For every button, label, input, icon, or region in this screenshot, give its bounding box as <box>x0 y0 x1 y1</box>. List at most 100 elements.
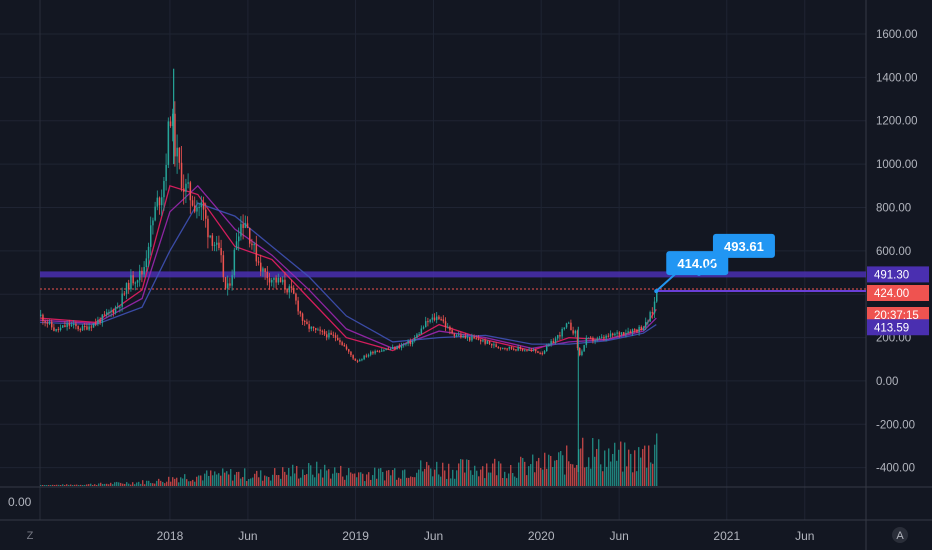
y-tick-label: 800.00 <box>876 202 911 214</box>
price-callout[interactable]: 493.61 <box>696 233 775 276</box>
volume-bar <box>534 472 536 486</box>
volume-bar <box>174 478 176 486</box>
volume-bar <box>256 470 258 486</box>
candle-body <box>568 322 570 324</box>
candle-body <box>583 345 585 352</box>
volume-bar <box>262 480 264 486</box>
candle-body <box>572 330 574 334</box>
volume-bar <box>176 477 178 486</box>
volume-bar <box>540 467 542 486</box>
candle-body <box>440 319 442 321</box>
candle-body <box>444 321 447 327</box>
volume-bar <box>514 476 516 486</box>
volume-bar <box>42 485 44 486</box>
candle-body <box>462 335 464 338</box>
candle-body <box>526 350 528 352</box>
candle-body <box>561 328 563 337</box>
candle-body <box>264 268 266 272</box>
volume-bar <box>132 482 134 486</box>
volume-bar <box>548 454 550 486</box>
volume-bar <box>472 474 474 486</box>
candle-body <box>332 334 335 336</box>
candle-body <box>616 332 618 334</box>
candle-body <box>438 316 440 320</box>
y-tick-label: -200.00 <box>876 419 915 431</box>
time-axis[interactable]: 2018 Jun 2019 Jun 2020 Jun 2021 Jun <box>157 529 815 543</box>
volume-bar <box>44 485 46 486</box>
volume-bar <box>380 468 382 486</box>
candle-body <box>396 345 398 350</box>
volume-bar <box>580 448 582 486</box>
candle-body <box>92 323 95 328</box>
candle-body <box>365 355 368 357</box>
volume-bar <box>266 476 268 486</box>
volume-bar <box>562 455 564 486</box>
volume-bar <box>172 477 174 486</box>
price-callout[interactable]: 414.06 <box>654 251 729 294</box>
volume-bar <box>528 466 530 486</box>
volume-bar <box>94 484 96 486</box>
volume-bar <box>350 472 352 486</box>
callout-label: 493.61 <box>724 239 764 254</box>
volume-bar <box>210 470 212 486</box>
volume-bar <box>628 449 630 486</box>
candle-body <box>233 249 236 276</box>
volume-bar <box>600 464 602 486</box>
volume-bar <box>300 477 302 486</box>
last-price-tag-bg <box>867 284 929 301</box>
volume-bar <box>250 478 252 486</box>
candle-body <box>169 121 172 127</box>
candle-body <box>383 350 385 352</box>
candle-body <box>403 344 405 346</box>
volume-bar <box>616 460 618 486</box>
candle-body <box>62 325 64 328</box>
candle-body <box>464 335 467 339</box>
volume-bar <box>144 484 146 486</box>
candle-body <box>623 332 625 335</box>
volume-bar <box>586 466 588 486</box>
auto-scale-button[interactable]: A <box>896 530 904 542</box>
volume-bar <box>226 471 228 486</box>
candle-body <box>304 320 306 322</box>
candle-body <box>257 261 260 263</box>
candle-body <box>253 243 255 246</box>
volume-bar <box>244 468 246 486</box>
volume-bar <box>434 469 436 486</box>
x-tick-label: 2020 <box>528 529 555 543</box>
candle-body <box>548 344 550 346</box>
auto-scale-button-bg[interactable] <box>892 527 908 543</box>
volume-bar <box>656 433 658 486</box>
candle-body <box>528 349 530 351</box>
volume-bar <box>286 474 288 486</box>
candle-body <box>653 301 656 314</box>
volume-bar <box>468 460 470 486</box>
volume-bar <box>466 459 468 486</box>
candle-body <box>103 314 106 316</box>
price-axis[interactable]: 1600.00 1400.00 1200.00 1000.00 800.00 600.00… <box>876 29 918 475</box>
candle-body <box>77 326 79 330</box>
volume-bar <box>186 479 188 486</box>
candle-body <box>570 322 572 331</box>
candle-body <box>433 317 436 321</box>
volume-bar <box>162 481 164 486</box>
volume-bar <box>316 461 318 486</box>
volume-bar <box>364 481 366 486</box>
volume-bar <box>326 470 328 486</box>
volume-bar <box>572 464 574 486</box>
candle-body <box>156 197 159 207</box>
candle-body <box>306 321 308 325</box>
volume-bar <box>268 477 270 486</box>
volume-bar <box>86 484 88 486</box>
candle-body <box>130 275 132 290</box>
volume-bar <box>160 480 162 486</box>
candle-body <box>90 326 93 328</box>
volume-bar <box>246 481 248 486</box>
volume-bar <box>280 478 282 486</box>
candle-body <box>409 341 412 345</box>
candle-body <box>557 335 559 339</box>
zoom-button[interactable]: Z <box>27 530 34 542</box>
candle-body <box>620 332 623 335</box>
